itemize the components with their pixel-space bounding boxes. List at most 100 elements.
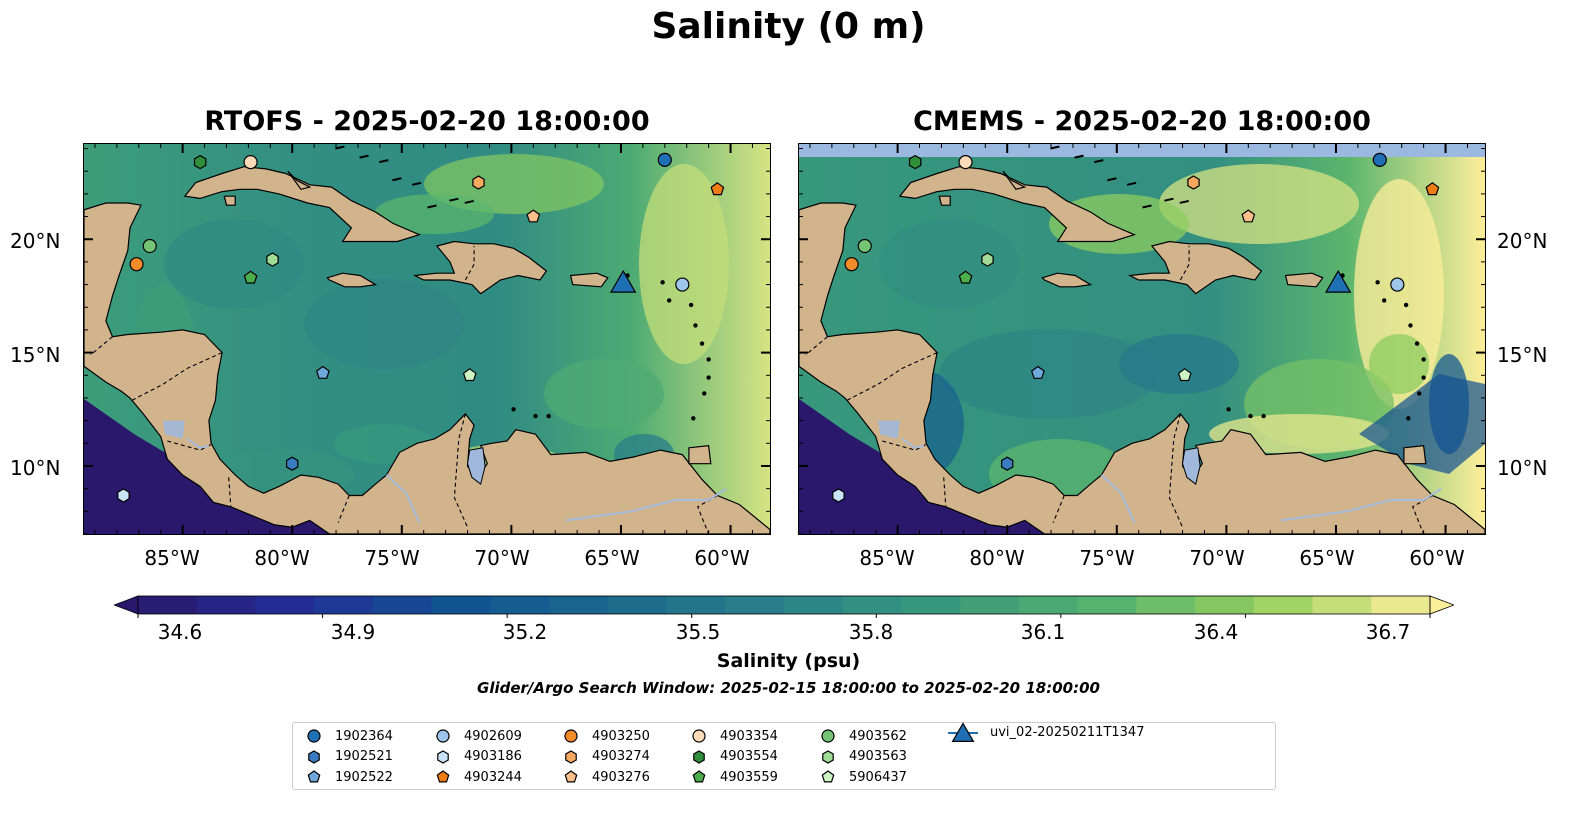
legend-item: 4903276 — [562, 768, 650, 786]
legend-circle-marker-icon — [821, 729, 835, 743]
float-marker-4903563[interactable] — [981, 252, 994, 267]
float-marker-4902609[interactable] — [1390, 277, 1405, 292]
legend-item: 4903274 — [562, 748, 650, 766]
float-marker-4903354[interactable] — [243, 155, 258, 170]
search-window-caption: Glider/Argo Search Window: 2025-02-15 18… — [477, 679, 1100, 697]
float-marker-4903276[interactable] — [1241, 209, 1256, 223]
legend-item: 4903244 — [434, 768, 522, 786]
legend-item: 4903559 — [690, 768, 778, 786]
float-marker-4903274[interactable] — [472, 175, 485, 190]
float-marker-4903244[interactable] — [1425, 182, 1440, 196]
float-marker-1902364[interactable] — [657, 152, 672, 167]
lon-tick-label: 60°W — [694, 546, 750, 570]
float-marker-4903274[interactable] — [1187, 175, 1200, 190]
float-marker-4903276[interactable] — [526, 209, 541, 223]
colorbar-segment — [1018, 596, 1079, 614]
colorbar-segment — [607, 596, 668, 614]
legend-label: 4902609 — [464, 728, 522, 744]
colorbar-tick-label: 36.7 — [1365, 620, 1411, 644]
colorbar-label: Salinity (psu) — [716, 650, 861, 672]
legend-label: uvi_02-20250211T1347 — [990, 724, 1145, 740]
legend-pentagon-marker-icon — [821, 770, 835, 783]
lat-tick-label: 10°N — [1497, 456, 1548, 480]
float-marker-4902609[interactable] — [675, 277, 690, 292]
float-marker-4903562[interactable] — [142, 238, 157, 254]
float-marker-4903250[interactable] — [844, 257, 859, 272]
lon-tick-label: 70°W — [1189, 546, 1245, 570]
lon-tick-label: 65°W — [1299, 546, 1355, 570]
lon-tick-label: 85°W — [144, 546, 200, 570]
legend-item: 4902609 — [434, 727, 522, 745]
legend-pentagon-marker-icon — [692, 770, 706, 783]
float-marker-4903186[interactable] — [117, 488, 130, 503]
legend-pentagon-marker-icon — [307, 770, 321, 783]
float-marker-4903250[interactable] — [129, 257, 144, 272]
colorbar-segment — [138, 596, 198, 614]
map-rtofs-svg — [84, 144, 770, 534]
legend-label: 4903186 — [464, 749, 522, 764]
lat-tick-label: 20°N — [10, 229, 61, 253]
lat-tick-label: 10°N — [10, 456, 61, 480]
map-panel-cmems[interactable] — [798, 143, 1486, 535]
legend-label: 4903244 — [464, 769, 522, 785]
float-marker-4903562[interactable] — [857, 238, 872, 254]
map-cmems-svg — [799, 144, 1485, 534]
legend-label: 4903354 — [720, 728, 778, 744]
float-marker-4903563[interactable] — [266, 252, 279, 267]
float-marker-uvi_02-20250211T1347[interactable] — [1324, 269, 1352, 293]
figure-title: Salinity (0 m) — [651, 6, 926, 47]
lon-tick-label: 60°W — [1409, 546, 1465, 570]
colorbar-tick-label: 34.6 — [157, 620, 203, 644]
legend-item: 4903250 — [562, 727, 650, 745]
legend-hexagon-marker-icon — [308, 749, 320, 764]
float-marker-4903186[interactable] — [832, 488, 845, 503]
map-panel-rtofs[interactable] — [83, 143, 771, 535]
legend-label: 1902522 — [335, 769, 393, 785]
float-marker-4903554[interactable] — [193, 154, 207, 170]
panel-title-cmems: CMEMS - 2025-02-20 18:00:00 — [913, 106, 1371, 137]
lon-tick-label: 80°W — [254, 546, 310, 570]
legend-label: 4903559 — [720, 769, 778, 785]
legend-label: 4903554 — [720, 749, 778, 764]
colorbar-segment — [1077, 596, 1137, 614]
colorbar-segment — [1312, 596, 1372, 614]
colorbar-tick-label: 36.4 — [1193, 620, 1239, 644]
float-marker-5906437[interactable] — [1177, 368, 1192, 382]
float-marker-uvi_02-20250211T1347[interactable] — [609, 269, 637, 293]
colorbar-segment — [1371, 596, 1431, 614]
colorbar-tick-label: 35.8 — [848, 620, 894, 644]
float-marker-1902521[interactable] — [286, 456, 299, 471]
float-marker-1902522[interactable] — [1030, 365, 1045, 379]
legend-label: 1902521 — [335, 749, 393, 764]
lat-tick-label: 15°N — [10, 343, 61, 367]
panel-title-rtofs: RTOFS - 2025-02-20 18:00:00 — [204, 106, 650, 137]
float-marker-4903559[interactable] — [958, 270, 973, 284]
colorbar-extend-low — [114, 595, 139, 615]
colorbar-extend-high — [1429, 595, 1454, 615]
legend-label: 5906437 — [849, 769, 907, 785]
float-marker-1902364[interactable] — [1372, 152, 1387, 167]
legend-circle-marker-icon — [564, 729, 578, 743]
legend-label: 1902364 — [335, 728, 393, 744]
float-marker-1902522[interactable] — [315, 365, 330, 379]
lon-tick-label: 65°W — [584, 546, 640, 570]
legend-triangle-marker-icon — [948, 722, 978, 742]
colorbar-segment — [960, 596, 1020, 614]
colorbar-segment — [1195, 596, 1255, 614]
float-marker-4903354[interactable] — [958, 155, 973, 170]
colorbar-segment — [549, 596, 609, 614]
legend-pentagon-marker-icon — [564, 770, 578, 783]
float-marker-4903554[interactable] — [908, 154, 922, 170]
colorbar-segment — [490, 596, 550, 614]
legend-hexagon-marker-icon — [565, 749, 577, 764]
legend-item: uvi_02-20250211T1347 — [948, 722, 1145, 742]
float-marker-1902521[interactable] — [1001, 456, 1014, 471]
float-marker-4903559[interactable] — [243, 270, 258, 284]
float-marker-5906437[interactable] — [462, 368, 477, 382]
colorbar-segment — [255, 596, 315, 614]
float-marker-4903244[interactable] — [710, 182, 725, 196]
legend-circle-marker-icon — [307, 729, 321, 743]
colorbar-segment — [1253, 596, 1314, 614]
legend-item: 4903563 — [819, 748, 907, 766]
colorbar-tick-label: 34.9 — [330, 620, 376, 644]
